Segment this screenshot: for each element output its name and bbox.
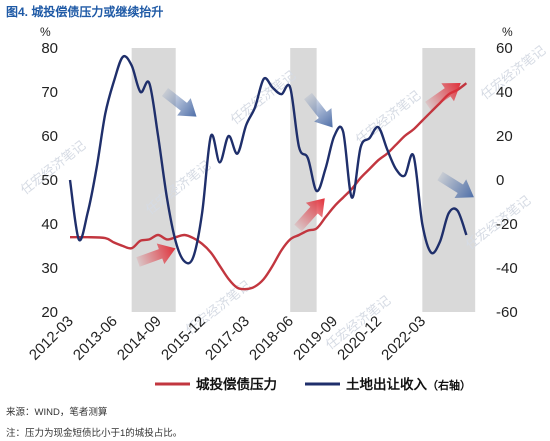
y-right-tick--40: -40 (496, 260, 518, 277)
trend-arrow-red-3 (294, 198, 325, 232)
legend-label-land-main: 土地出让收入 (346, 376, 427, 393)
trend-arrow-red-1 (136, 243, 176, 267)
legend-label-pressure: 城投偿债压力 (196, 376, 277, 393)
y-left-tick-70: 70 (41, 84, 58, 101)
chart-title: 图4. 城投偿债压力或继续抬升 (6, 5, 164, 19)
legend-label-land: 土地出让收入（右轴） (346, 376, 471, 393)
footnote: 注：压力为现金短债比小于1的城投占比。 (6, 428, 183, 439)
y-left-tick-40: 40 (41, 216, 58, 233)
x-tick-2018-06: 2018-06 (246, 313, 297, 364)
y-right-tick--20: -20 (496, 216, 518, 233)
legend-label-land-suffix: （右轴） (427, 378, 471, 392)
watermark-1: 任宏经济笔记 (18, 138, 89, 199)
x-tick-2014-09: 2014-09 (114, 313, 165, 364)
y-right-tick-40: 40 (496, 84, 513, 101)
watermark-4: 任宏经济笔记 (353, 88, 424, 149)
y-right-unit: % (502, 25, 513, 39)
legend: 城投偿债压力 土地出让收入（右轴） (155, 376, 471, 393)
series-line-pressure (69, 82, 468, 291)
series-lines (68, 54, 468, 291)
x-tick-2015-12: 2015-12 (158, 313, 209, 364)
y-right-tick-20: 20 (496, 128, 513, 145)
y-left-tick-30: 30 (41, 260, 58, 277)
trend-arrows (136, 83, 474, 267)
y-left-unit: % (40, 25, 51, 39)
x-tick-2022-03: 2022-03 (378, 313, 429, 364)
trend-arrow-blue-2 (161, 88, 197, 117)
watermark-5: 任宏经济笔记 (478, 43, 549, 104)
y-right-tick-0: 0 (496, 172, 504, 189)
y-left-tick-50: 50 (41, 172, 58, 189)
trend-arrow-blue-6 (437, 171, 474, 199)
y-left-tick-60: 60 (41, 128, 58, 145)
y-right-tick--60: -60 (496, 304, 518, 321)
y-right-tick-60: 60 (496, 40, 513, 57)
x-tick-2013-06: 2013-06 (70, 313, 121, 364)
source-note: 来源：WIND，笔者测算 (6, 407, 108, 418)
series-line-land (68, 54, 468, 265)
watermark-3: 任宏经济笔记 (228, 68, 299, 129)
y-left-tick-20: 20 (41, 304, 58, 321)
y-left-tick-80: 80 (41, 40, 58, 57)
trend-arrow-red-5 (425, 83, 461, 111)
trend-arrow-blue-4 (304, 92, 333, 128)
